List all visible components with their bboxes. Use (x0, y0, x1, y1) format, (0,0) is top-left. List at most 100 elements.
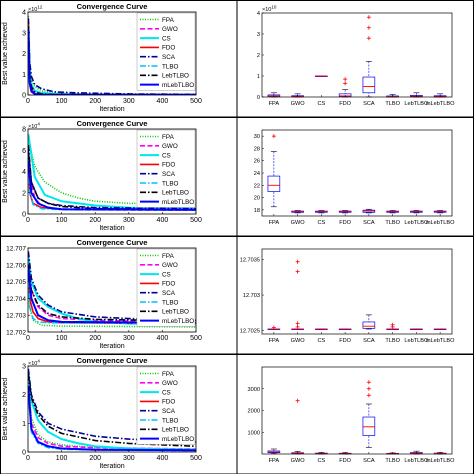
legend-label-mlebtlbo: mLebTLBO (162, 318, 194, 325)
y-tick-label: 4 (257, 11, 260, 17)
x-tick-label: 500 (190, 455, 202, 462)
x-tick-label: GWO (291, 338, 306, 344)
legend-label-gwo: GWO (162, 380, 178, 387)
x-tick-label: CS (317, 101, 325, 107)
x-tick-label: GWO (291, 458, 306, 464)
x-tick-label: CS (317, 220, 325, 226)
box-fdo (338, 328, 352, 330)
axis-exponent-label: ×104 (28, 359, 40, 368)
y-tick-label: 8 (22, 127, 26, 134)
y-tick-label: 6 (22, 148, 26, 155)
x-tick-label: 300 (123, 98, 135, 105)
legend-label-lebtlbo: LebTLBO (162, 190, 189, 197)
legend-label-tlbo: TLBO (162, 180, 179, 187)
box-sca (362, 15, 376, 98)
x-tick-label: LebTLBO (404, 338, 429, 344)
x-tick-label: GWO (291, 101, 306, 107)
x-tick-label: 300 (123, 335, 135, 342)
x-tick-label: SCA (363, 101, 375, 107)
series-line-gwo (28, 386, 196, 450)
plot-area (262, 130, 452, 216)
y-tick-label: 22 (254, 183, 260, 189)
x-tick-label: 100 (56, 98, 68, 105)
box-lebtlbo (410, 210, 423, 214)
outlier-marker (343, 81, 348, 86)
legend-label-fpa: FPA (162, 134, 175, 141)
legend-label-fdo: FDO (162, 281, 175, 288)
outlier-marker (271, 325, 276, 330)
y-tick-label: 3000 (248, 387, 260, 393)
x-tick-label: mLebTLBO (426, 101, 455, 107)
x-tick-label: 500 (190, 335, 202, 342)
box-fpa (267, 134, 281, 208)
axes-frame (27, 247, 197, 333)
y-tick-label: 26 (254, 159, 260, 165)
y-tick-label: 1 (257, 74, 260, 80)
x-tick-label: 500 (190, 98, 202, 105)
y-axis-label: Best value achieved (2, 140, 9, 203)
x-tick-label: 300 (123, 217, 135, 224)
chart-title: Convergence Curve (77, 119, 148, 128)
y-tick-label: 12.706 (6, 262, 26, 269)
outlier-marker (366, 15, 371, 20)
legend-label-tlbo: TLBO (162, 63, 179, 70)
box-tlbo (386, 210, 399, 214)
legend-box (136, 366, 196, 445)
box-body (267, 175, 281, 192)
box-cs (315, 75, 328, 77)
x-axis-label: Iteration (99, 343, 124, 350)
x-tick-label: CS (317, 458, 325, 464)
x-tick-label: 100 (56, 217, 68, 224)
box-mlebtlbo (433, 328, 447, 330)
axes-frame (27, 365, 197, 453)
y-tick-label: 2 (22, 190, 26, 197)
x-tick-label: 100 (56, 335, 68, 342)
y-tick-label: 12.7035 (240, 258, 260, 264)
legend-label-fpa: FPA (162, 253, 175, 260)
legend-label-fdo: FDO (162, 162, 175, 169)
x-tick-label: LebTLBO (404, 101, 429, 107)
series-line-lebtlbo (28, 374, 196, 448)
axis-exponent-label: ×1010 (262, 5, 277, 14)
outlier-marker (366, 386, 371, 391)
legend-label-sca: SCA (162, 408, 176, 415)
x-tick-label: FPA (269, 338, 280, 344)
box-cs (315, 328, 328, 330)
plot-area (262, 13, 452, 97)
series-line-mlebtlbo (28, 268, 196, 324)
outlier-marker (390, 322, 395, 327)
legend-label-lebtlbo: LebTLBO (162, 73, 189, 80)
legend-label-gwo: GWO (162, 262, 178, 269)
outlier-marker (271, 134, 276, 139)
box-body (362, 76, 376, 94)
y-tick-label: 0 (22, 450, 26, 457)
x-tick-label: TLBO (385, 338, 400, 344)
x-axis-label: Iteration (99, 106, 124, 113)
x-tick-label: 400 (157, 455, 169, 462)
x-tick-label: 0 (26, 335, 30, 342)
legend-label-sca: SCA (162, 171, 176, 178)
outlier-marker (295, 324, 300, 329)
legend-label-fpa: FPA (162, 371, 175, 378)
x-tick-label: 400 (157, 217, 169, 224)
series-line-lebtlbo (28, 144, 196, 211)
legend-label-cs: CS (162, 271, 171, 278)
legend-box (136, 12, 196, 91)
x-tick-label: 400 (157, 335, 169, 342)
x-tick-label: FPA (269, 458, 280, 464)
outlier-marker (366, 36, 371, 41)
y-tick-label: 0 (22, 212, 26, 219)
x-tick-label: CS (317, 338, 325, 344)
x-axis-label: Iteration (99, 463, 124, 470)
legend-label-cs: CS (162, 152, 171, 159)
y-tick-label: 12.707 (6, 246, 26, 253)
box-fdo (338, 210, 352, 214)
series-group (28, 368, 196, 452)
y-tick-label: 30 (254, 134, 260, 140)
x-tick-label: FPA (269, 220, 280, 226)
box-body (362, 321, 376, 329)
x-tick-label: 200 (89, 455, 101, 462)
convergence-chart-2: Convergence Curve 0 100 200 300 400 500 0 2 4 6 8 ×1… (2, 119, 202, 232)
